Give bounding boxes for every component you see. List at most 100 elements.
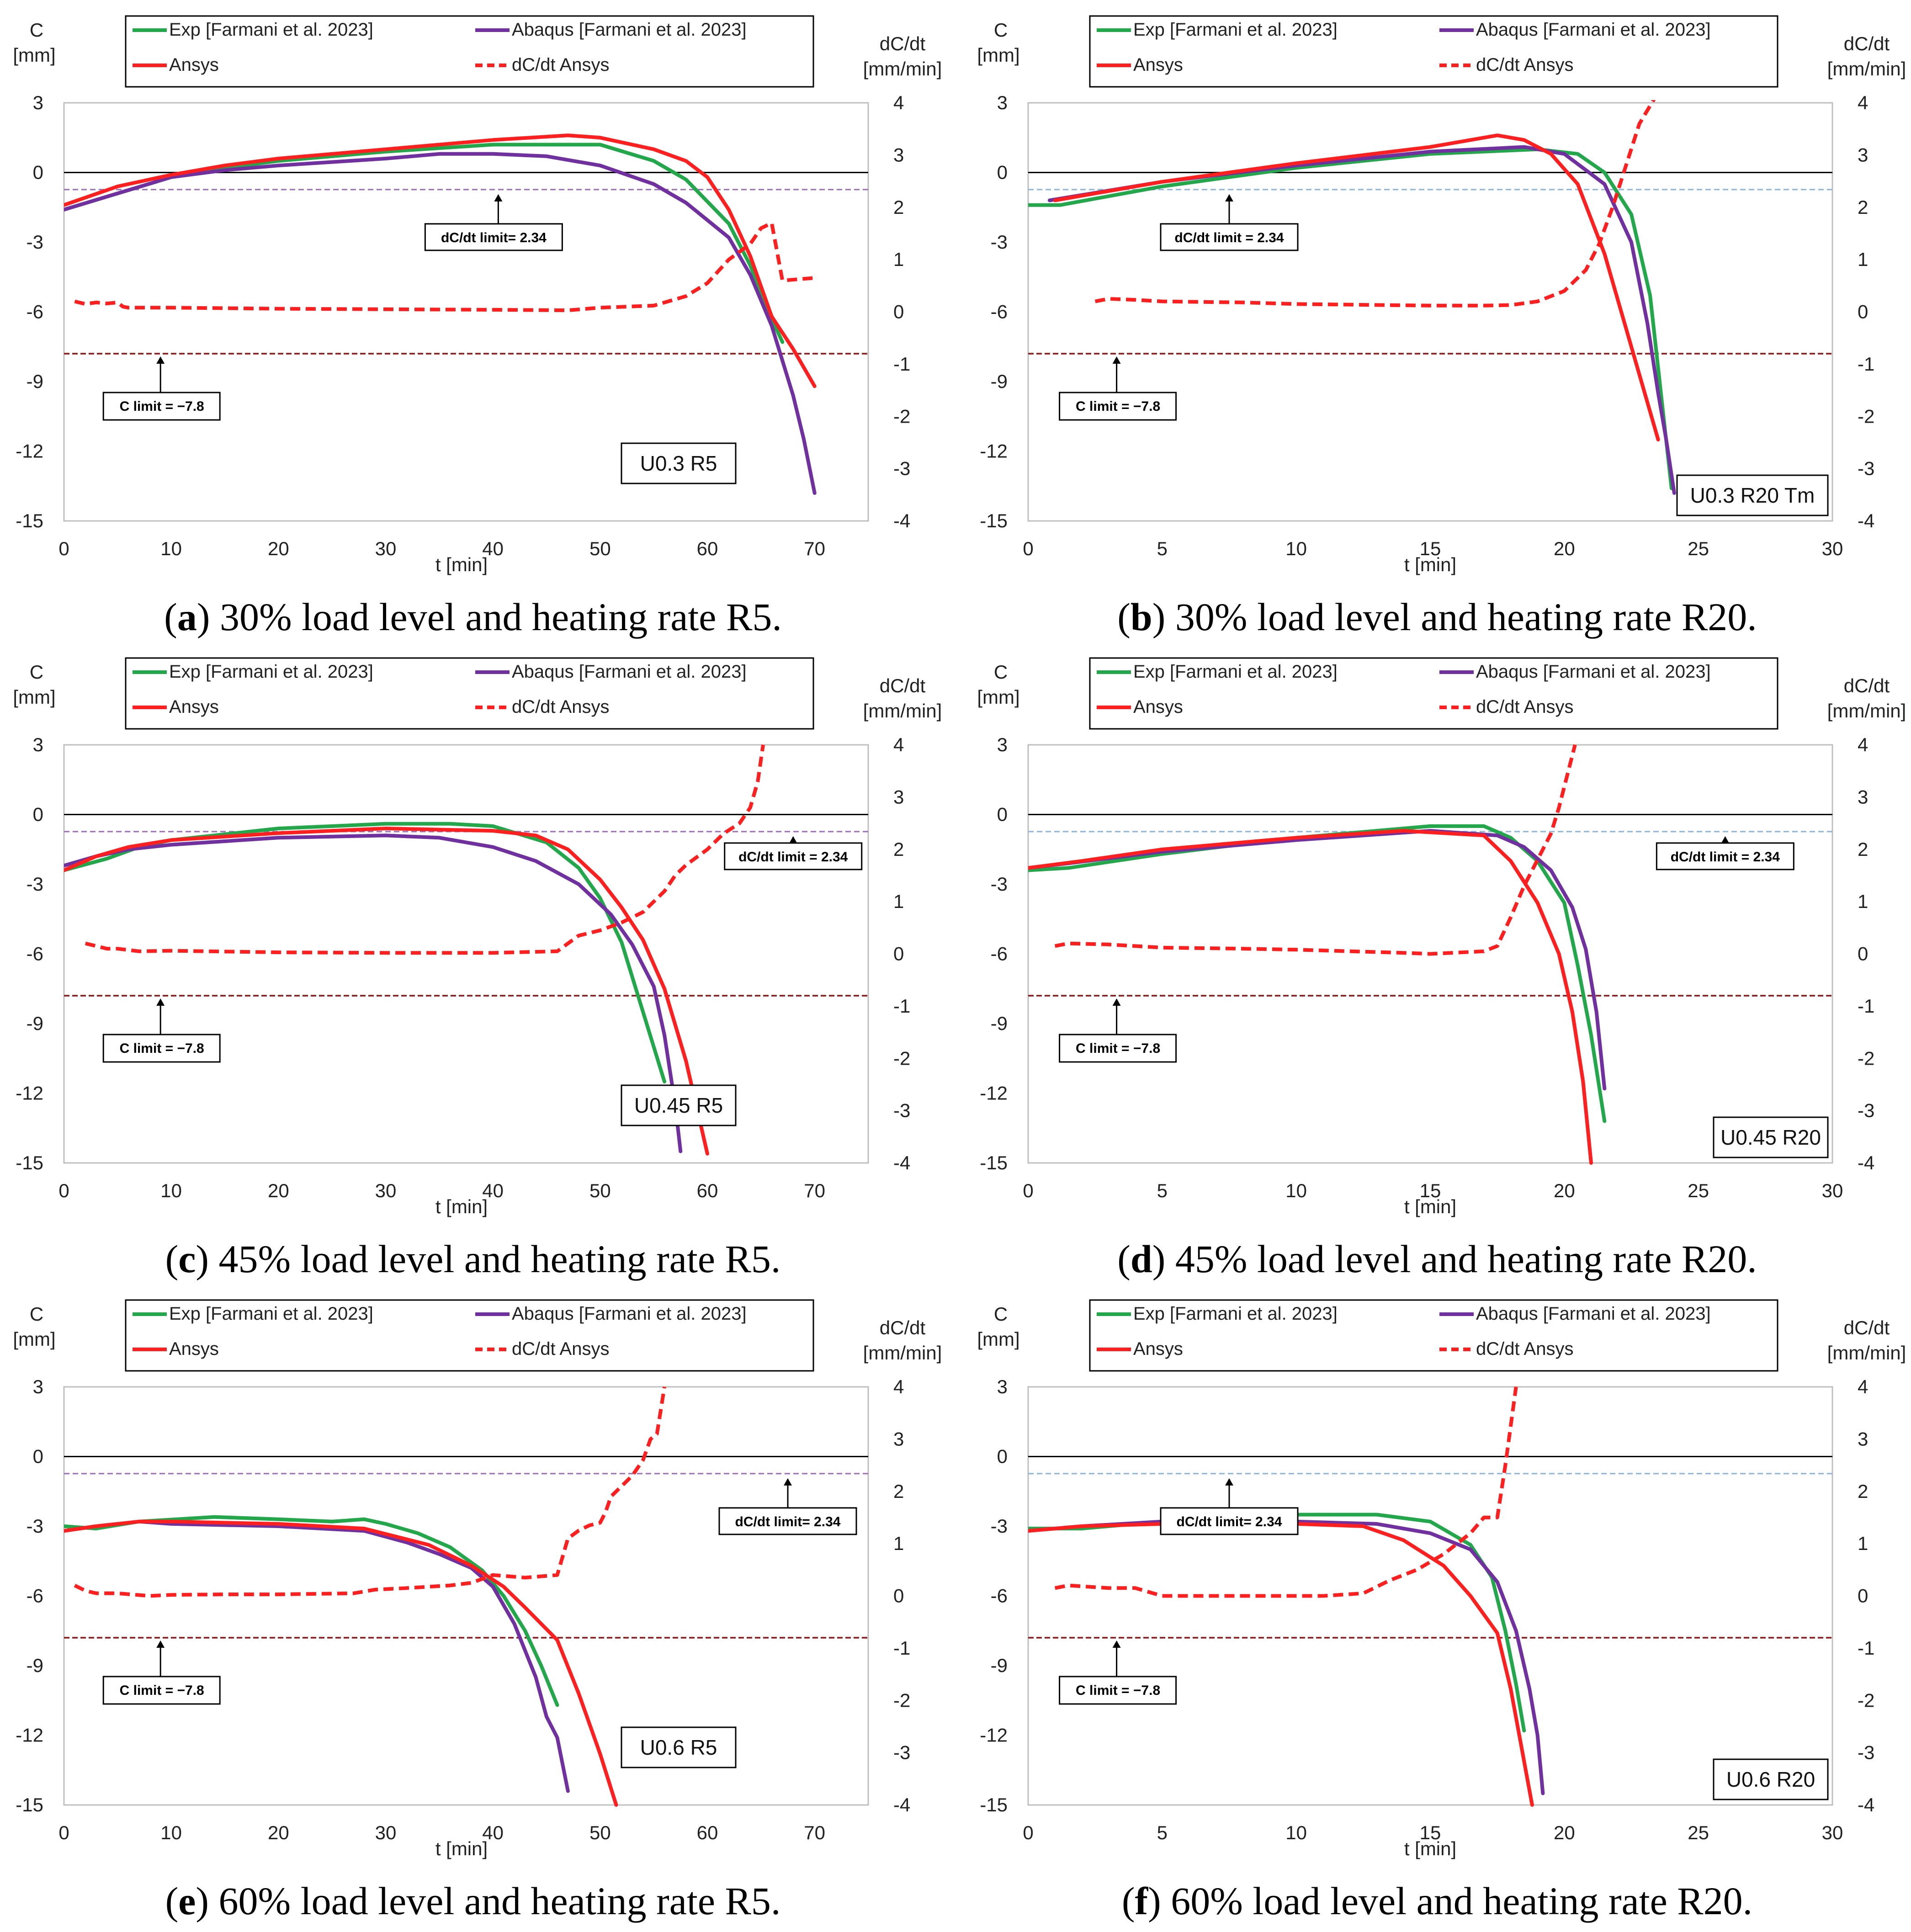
- dcdt-limit-callout: dC/dt limit= 2.34: [1177, 1514, 1282, 1529]
- x-tick-label: 0: [58, 1180, 69, 1201]
- dcdt-limit-arrowhead: [494, 194, 503, 202]
- caption-text: 45% load level and heating rate R20.: [1175, 1237, 1757, 1281]
- legend-frame: [1089, 657, 1778, 730]
- x-tick-label: 10: [1285, 1822, 1307, 1843]
- y2-tick-label: 1: [1858, 1533, 1868, 1554]
- y2-tick-label: 3: [893, 1428, 904, 1449]
- x-tick-label: 60: [697, 1822, 718, 1843]
- y2-axis-label: dC/dt: [1844, 675, 1890, 696]
- caption-text: 60% load level and heating rate R20.: [1171, 1879, 1753, 1923]
- y-tick-label: -6: [27, 1585, 43, 1607]
- legend: Exp [Farmani et al. 2023] Abaqus [Farmani…: [1089, 657, 1778, 730]
- y2-tick-label: 2: [893, 1481, 904, 1502]
- x-tick-label: 70: [804, 1180, 825, 1201]
- y2-axis-label: dC/dt: [880, 1317, 926, 1338]
- y2-tick-label: -2: [1858, 1047, 1874, 1069]
- caption-text: 60% load level and heating rate R5.: [218, 1879, 781, 1923]
- y-tick-label: -9: [991, 1655, 1008, 1676]
- c-limit-callout: C limit = −7.8: [1076, 1683, 1160, 1698]
- y2-tick-label: -3: [893, 1742, 910, 1763]
- c-limit-arrowhead: [156, 1640, 165, 1648]
- x-tick-label: 70: [804, 1822, 825, 1843]
- caption-b: (b) 30% load level and heating rate R20.: [1117, 595, 1757, 639]
- y-tick-label: -15: [980, 510, 1008, 531]
- legend: Exp [Farmani et al. 2023] Abaqus [Farmani…: [125, 15, 814, 88]
- c-limit-callout: C limit = −7.8: [1076, 399, 1160, 414]
- y-axis-label: C: [994, 19, 1008, 41]
- y-axis-label: C: [30, 19, 43, 41]
- y2-tick-label: -1: [893, 995, 910, 1017]
- plot-area-frame: [1027, 1386, 1833, 1806]
- legend: Exp [Farmani et al. 2023] Abaqus [Farmani…: [1089, 1299, 1778, 1372]
- y-axis-unit: [mm]: [13, 44, 55, 66]
- y-tick-label: -12: [16, 1725, 43, 1746]
- dcdt-series-line: [1094, 100, 1656, 308]
- y-tick-label: -12: [980, 1083, 1008, 1104]
- x-tick-label: 0: [1023, 538, 1033, 559]
- y-tick-label: -6: [27, 943, 43, 965]
- dcdt-series-line: [74, 1386, 667, 1598]
- c-limit-callout: C limit = −7.8: [1076, 1041, 1160, 1056]
- case-label: U0.3 R20 Tm: [1690, 483, 1815, 507]
- exp-series-line: [64, 143, 785, 344]
- y-tick-label: 3: [33, 734, 43, 755]
- x-tick-label: 10: [160, 1822, 182, 1843]
- y-tick-label: -6: [991, 1585, 1008, 1607]
- y-axis-unit: [mm]: [977, 44, 1019, 66]
- c-limit-arrowhead: [1112, 998, 1121, 1006]
- y2-axis-label: dC/dt: [1844, 33, 1890, 54]
- legend-label: Ansys: [1133, 697, 1183, 717]
- y2-tick-label: -1: [1858, 353, 1874, 375]
- y2-tick-label: 2: [893, 196, 904, 218]
- caption-text: 30% load level and heating rate R20.: [1175, 595, 1757, 639]
- dcdt-limit-callout-box: [424, 223, 563, 251]
- legend-frame: [125, 1299, 814, 1372]
- case-label: U0.6 R5: [640, 1736, 717, 1759]
- c-limit-arrowhead: [1112, 1640, 1121, 1648]
- x-tick-label: 20: [268, 1822, 289, 1843]
- x-tick-label: 30: [1822, 1180, 1843, 1201]
- y2-axis-unit: [mm/min]: [863, 700, 942, 722]
- y2-tick-label: -2: [893, 1047, 910, 1069]
- legend-label: Exp [Farmani et al. 2023]: [169, 662, 373, 682]
- y2-tick-label: 0: [893, 301, 904, 323]
- y2-tick-label: 0: [893, 943, 904, 965]
- c-limit-callout: C limit = −7.8: [120, 399, 204, 414]
- y2-axis-label: dC/dt: [1844, 1317, 1890, 1338]
- legend-label: dC/dt Ansys: [1476, 55, 1573, 75]
- y-axis-unit: [mm]: [13, 1328, 55, 1350]
- legend-label: Exp [Farmani et al. 2023]: [169, 1304, 373, 1324]
- y2-axis-label: dC/dt: [880, 675, 926, 696]
- abaqus-series-line: [64, 152, 817, 495]
- y2-tick-label: 4: [893, 1376, 904, 1397]
- x-tick-label: 70: [804, 538, 825, 559]
- caption-letter: c: [178, 1237, 196, 1281]
- case-label: U0.6 R20: [1726, 1767, 1815, 1791]
- legend-label: Abaqus [Farmani et al. 2023]: [1476, 662, 1711, 682]
- y-tick-label: 3: [997, 734, 1008, 755]
- series-group: [64, 133, 817, 495]
- legend-label: Ansys: [169, 55, 219, 75]
- y-tick-label: -12: [16, 1083, 43, 1104]
- legend: Exp [Farmani et al. 2023] Abaqus [Farmani…: [125, 1299, 814, 1372]
- y2-tick-label: -3: [1858, 1742, 1874, 1763]
- x-tick-label: 0: [1023, 1180, 1033, 1201]
- legend-frame: [1089, 1299, 1778, 1372]
- x-tick-label: 15: [1420, 1822, 1441, 1843]
- y-tick-label: 0: [33, 804, 43, 825]
- legend-label: dC/dt Ansys: [1476, 697, 1573, 717]
- dcdt-series-line: [1054, 744, 1577, 956]
- case-label-box: [621, 1726, 737, 1768]
- x-axis-label: t [min]: [1404, 1196, 1456, 1217]
- x-axis-label: t [min]: [1404, 1838, 1456, 1859]
- y-tick-label: -9: [991, 371, 1008, 392]
- x-tick-label: 60: [697, 1180, 718, 1201]
- caption-letter: a: [177, 595, 197, 639]
- x-tick-label: 20: [268, 1180, 289, 1201]
- x-tick-label: 30: [375, 538, 397, 559]
- legend-label: dC/dt Ansys: [1476, 1339, 1573, 1359]
- x-tick-label: 15: [1420, 1180, 1441, 1201]
- x-axis-label: t [min]: [435, 1196, 488, 1217]
- case-label: U0.45 R5: [634, 1093, 723, 1117]
